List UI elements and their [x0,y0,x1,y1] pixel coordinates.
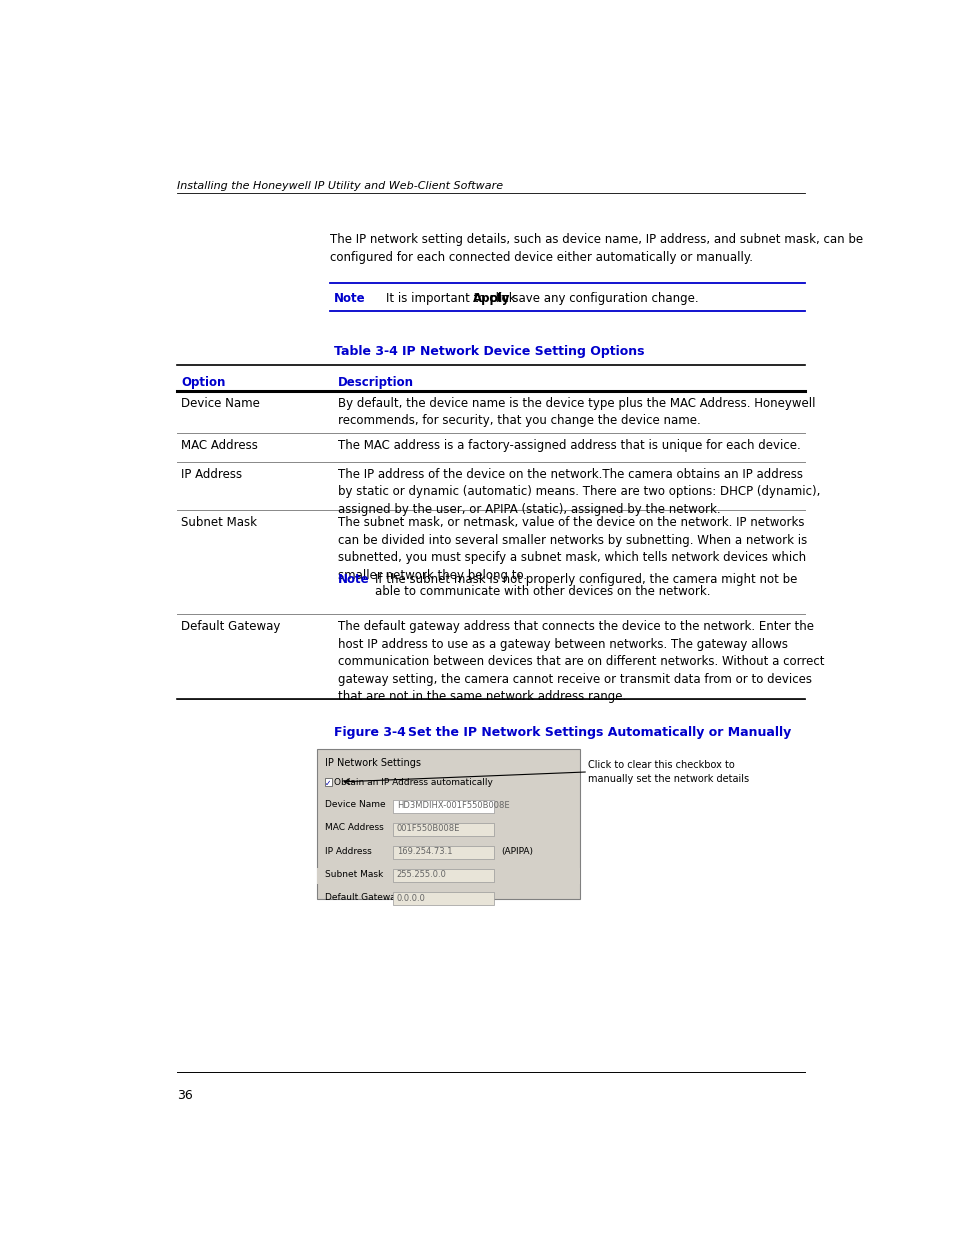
Text: Device Name: Device Name [324,800,385,809]
Bar [316,868,579,883]
Text: The subnet mask, or netmask, value of the device on the network. IP networks
can: The subnet mask, or netmask, value of th… [337,516,806,582]
Text: Note: Note [337,573,369,587]
Bar [316,748,579,899]
Text: 36: 36 [177,1089,193,1102]
Text: to save any configuration change.: to save any configuration change. [493,293,699,305]
Text: 001F550B008E: 001F550B008E [396,824,459,834]
Text: Set the IP Network Settings Automatically or Manually: Set the IP Network Settings Automaticall… [408,726,791,739]
Text: IP Address: IP Address [324,846,371,856]
Text: Click to clear this checkbox to
manually set the network details: Click to clear this checkbox to manually… [587,761,748,783]
Text: If the subnet mask is not properly configured, the camera might not be: If the subnet mask is not properly confi… [375,573,797,587]
Text: The MAC address is a factory-assigned address that is unique for each device.: The MAC address is a factory-assigned ad… [337,440,800,452]
Text: Default Gateway: Default Gateway [181,620,280,634]
Text: By default, the device name is the device type plus the MAC Address. Honeywell
r: By default, the device name is the devic… [337,396,815,427]
Text: HD3MDIHX-001F550B008E: HD3MDIHX-001F550B008E [396,802,509,810]
Text: MAC Address: MAC Address [181,440,258,452]
Text: The default gateway address that connects the device to the network. Enter the
h: The default gateway address that connect… [337,620,823,703]
Text: Device Name: Device Name [181,396,260,410]
Bar [393,892,493,905]
Bar [393,799,493,813]
Text: Note: Note [334,293,365,305]
Bar [393,846,493,858]
Text: Subnet Mask: Subnet Mask [181,516,257,530]
Bar [324,778,332,785]
Text: IP Network Settings: IP Network Settings [324,758,420,768]
Text: Subnet Mask: Subnet Mask [324,869,382,878]
Text: Figure 3-4: Figure 3-4 [334,726,427,739]
Text: It is important to click: It is important to click [385,293,518,305]
Text: Option: Option [181,377,226,389]
Text: Default Gateway: Default Gateway [324,893,400,902]
Text: Obtain an IP Address automatically: Obtain an IP Address automatically [334,778,493,788]
Text: 169.254.73.1: 169.254.73.1 [396,847,452,856]
Text: 255.255.0.0: 255.255.0.0 [396,871,446,879]
Text: (APIPA): (APIPA) [500,847,533,856]
Text: 0.0.0.0: 0.0.0.0 [396,894,425,903]
Text: IP Network Device Setting Options: IP Network Device Setting Options [401,345,643,358]
Text: Installing the Honeywell IP Utility and Web-Client Software: Installing the Honeywell IP Utility and … [177,180,503,190]
Text: Description: Description [337,377,414,389]
Text: ✓: ✓ [325,778,331,788]
Text: Apply: Apply [473,293,510,305]
Text: The IP address of the device on the network.The camera obtains an IP address
by : The IP address of the device on the netw… [337,468,820,516]
Bar [393,823,493,836]
Text: able to communicate with other devices on the network.: able to communicate with other devices o… [375,585,710,598]
Text: IP Address: IP Address [181,468,242,480]
Text: Table 3-4: Table 3-4 [334,345,419,358]
Text: The IP network setting details, such as device name, IP address, and subnet mask: The IP network setting details, such as … [330,233,862,264]
Text: MAC Address: MAC Address [324,824,383,832]
Bar [393,869,493,882]
